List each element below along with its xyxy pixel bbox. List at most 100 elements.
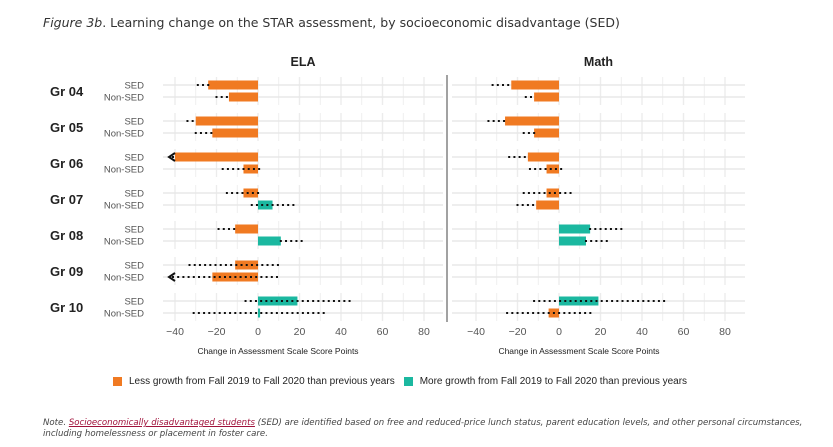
- bar: [228, 92, 258, 102]
- ci-dot: [213, 312, 216, 314]
- sed-definition-link[interactable]: Socioeconomically disadvantaged students: [68, 418, 255, 428]
- legend-label-more: More growth from Fall 2019 to Fall 2020 …: [419, 376, 688, 387]
- ci-dot: [250, 276, 252, 278]
- group-label: Gr 04: [50, 84, 84, 99]
- ci-dot: [527, 192, 530, 194]
- ci-dot: [237, 168, 240, 170]
- ci-dot: [599, 228, 602, 230]
- ci-dot: [172, 276, 174, 278]
- subgroup-label: SED: [124, 153, 144, 164]
- ci-dot: [196, 84, 199, 86]
- ci-dot: [275, 312, 278, 314]
- ci-dot: [213, 276, 216, 278]
- ci-dot: [199, 132, 202, 134]
- ci-dot: [270, 276, 273, 278]
- x-tick-label: 0: [556, 326, 562, 338]
- ci-arrow-icon: [167, 152, 176, 162]
- subgroup-label: SED: [124, 297, 144, 308]
- ci-dot: [218, 312, 221, 314]
- x-tick-label: −40: [166, 326, 184, 338]
- ci-dot: [234, 312, 237, 314]
- ci-dot: [187, 276, 190, 278]
- ci-dot: [552, 312, 555, 314]
- subgroup-label: Non-SED: [104, 93, 144, 104]
- ci-dot: [224, 264, 227, 266]
- ci-dot: [220, 96, 223, 98]
- bar: [527, 152, 559, 162]
- ci-dot: [208, 312, 211, 314]
- ci-dot: [249, 312, 252, 314]
- ci-dot: [652, 300, 655, 302]
- ci-dot: [193, 264, 196, 266]
- ci-dot: [524, 96, 527, 98]
- ci-dot: [250, 204, 253, 206]
- ci-dot: [227, 228, 230, 230]
- group-label: Gr 07: [50, 192, 83, 207]
- ci-dot: [533, 300, 536, 302]
- subgroup-label: SED: [124, 189, 144, 200]
- ci-dot: [338, 300, 341, 302]
- ci-dot: [317, 300, 320, 302]
- legend-item-more: More growth from Fall 2019 to Fall 2020 …: [403, 376, 688, 387]
- ci-dot: [538, 192, 541, 194]
- ci-dot: [609, 228, 612, 230]
- ci-dot: [221, 168, 224, 170]
- ci-dot: [210, 132, 213, 134]
- subgroup-label: Non-SED: [104, 129, 144, 140]
- ci-dot: [219, 264, 222, 266]
- ci-dot: [240, 264, 243, 266]
- ci-dot: [537, 312, 540, 314]
- bar: [208, 80, 258, 90]
- ci-dot: [270, 300, 273, 302]
- ci-dot: [265, 276, 268, 278]
- ci-dot: [497, 120, 500, 122]
- ci-dot: [348, 300, 351, 302]
- ci-dot: [231, 192, 234, 194]
- ci-dot: [192, 312, 195, 314]
- ci-dot: [322, 300, 325, 302]
- x-tick-label: 60: [377, 326, 389, 338]
- legend-swatch-less: [113, 377, 122, 386]
- ci-dot: [595, 240, 598, 242]
- ci-dot: [205, 132, 208, 134]
- ci-dot: [569, 300, 572, 302]
- ci-dot: [279, 240, 282, 242]
- ci-dot: [276, 264, 279, 266]
- subgroup-label: SED: [124, 81, 144, 92]
- ci-dot: [251, 192, 254, 194]
- subgroup-label: SED: [124, 225, 144, 236]
- x-axis-label: Change in Assessment Scale Score Points: [197, 346, 358, 356]
- bar: [175, 152, 258, 162]
- ci-dot: [239, 312, 242, 314]
- bar: [235, 224, 258, 234]
- ci-dot: [642, 300, 645, 302]
- ci-dot: [244, 276, 247, 278]
- ci-dot: [233, 228, 236, 230]
- ci-dot: [192, 276, 195, 278]
- ci-dot: [255, 276, 258, 278]
- group-label: Gr 10: [50, 300, 83, 315]
- ci-dot: [295, 240, 298, 242]
- ci-dot: [533, 132, 536, 134]
- bar: [195, 116, 258, 126]
- ci-dot: [198, 276, 200, 278]
- bar: [258, 236, 281, 246]
- ci-dot: [631, 300, 634, 302]
- ci-dot: [234, 276, 237, 278]
- ci-dot: [548, 192, 551, 194]
- ci-dot: [194, 132, 197, 134]
- ci-dot: [559, 192, 562, 194]
- ci-dot: [270, 312, 273, 314]
- bar: [212, 128, 258, 138]
- ci-dot: [260, 312, 263, 314]
- ci-dot: [198, 264, 201, 266]
- ci-dot: [172, 156, 174, 158]
- ci-dot: [560, 168, 563, 170]
- ci-dot: [217, 228, 220, 230]
- ci-dot: [564, 192, 567, 194]
- ci-dot: [554, 168, 557, 170]
- legend-swatch-more: [403, 377, 413, 386]
- ci-dot: [584, 240, 587, 242]
- ci-dot: [663, 300, 666, 302]
- ci-dot: [261, 264, 264, 266]
